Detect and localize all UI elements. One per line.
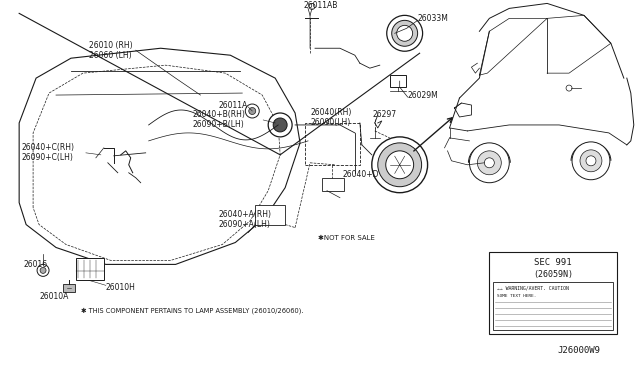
FancyBboxPatch shape — [255, 205, 285, 225]
Text: 26011AB: 26011AB — [303, 1, 337, 10]
Text: SOME TEXT HERE.: SOME TEXT HERE. — [497, 294, 537, 298]
FancyBboxPatch shape — [490, 253, 617, 334]
Text: 26010H: 26010H — [106, 283, 136, 292]
Text: 26029M: 26029M — [408, 90, 438, 100]
Text: 26090+C(LH): 26090+C(LH) — [21, 153, 73, 162]
Text: 26010A: 26010A — [39, 292, 68, 301]
Text: ⚠⚠ WARNING/AVERT. CAUTION: ⚠⚠ WARNING/AVERT. CAUTION — [497, 286, 569, 291]
Circle shape — [249, 108, 256, 115]
Circle shape — [378, 143, 422, 187]
Text: (26059N): (26059N) — [533, 270, 573, 279]
Circle shape — [273, 118, 287, 132]
FancyBboxPatch shape — [390, 75, 406, 87]
FancyBboxPatch shape — [305, 123, 360, 165]
Circle shape — [372, 137, 428, 193]
Circle shape — [387, 15, 422, 51]
Circle shape — [566, 85, 572, 91]
Circle shape — [580, 150, 602, 172]
Text: 26090+A(LH): 26090+A(LH) — [218, 220, 270, 229]
Text: 26010 (RH): 26010 (RH) — [89, 41, 132, 50]
Text: 26040+A(RH): 26040+A(RH) — [218, 210, 271, 219]
Text: 26040+C(RH): 26040+C(RH) — [21, 143, 74, 153]
Text: 26040+B(RH): 26040+B(RH) — [193, 110, 245, 119]
Circle shape — [397, 25, 413, 41]
Circle shape — [245, 104, 259, 118]
Circle shape — [268, 113, 292, 137]
Text: 26090(LH): 26090(LH) — [310, 118, 350, 128]
FancyBboxPatch shape — [76, 259, 104, 280]
Circle shape — [469, 143, 509, 183]
Circle shape — [309, 3, 315, 9]
FancyBboxPatch shape — [322, 178, 344, 191]
FancyBboxPatch shape — [493, 282, 613, 330]
Circle shape — [477, 151, 501, 175]
Text: 26090+B(LH): 26090+B(LH) — [193, 121, 244, 129]
Text: 26060 (LH): 26060 (LH) — [89, 51, 131, 60]
FancyBboxPatch shape — [63, 284, 75, 292]
Text: 26040+D: 26040+D — [343, 170, 380, 179]
Circle shape — [40, 267, 46, 273]
Text: 26033M: 26033M — [418, 14, 449, 23]
Text: 26011A: 26011A — [218, 100, 248, 109]
Text: J26000W9: J26000W9 — [557, 346, 600, 355]
Circle shape — [37, 264, 49, 276]
Text: 26297: 26297 — [372, 110, 397, 119]
Circle shape — [484, 158, 494, 168]
Circle shape — [572, 142, 610, 180]
Text: SEC 991: SEC 991 — [534, 258, 572, 267]
Text: ✱ THIS COMPONENT PERTAINS TO LAMP ASSEMBLY (26010/26060).: ✱ THIS COMPONENT PERTAINS TO LAMP ASSEMB… — [81, 307, 303, 314]
Circle shape — [392, 20, 418, 46]
Text: 26040(RH): 26040(RH) — [310, 109, 351, 118]
Circle shape — [386, 151, 413, 179]
Text: ✱NOT FOR SALE: ✱NOT FOR SALE — [318, 234, 375, 241]
Text: 26016: 26016 — [23, 260, 47, 269]
Circle shape — [586, 156, 596, 166]
